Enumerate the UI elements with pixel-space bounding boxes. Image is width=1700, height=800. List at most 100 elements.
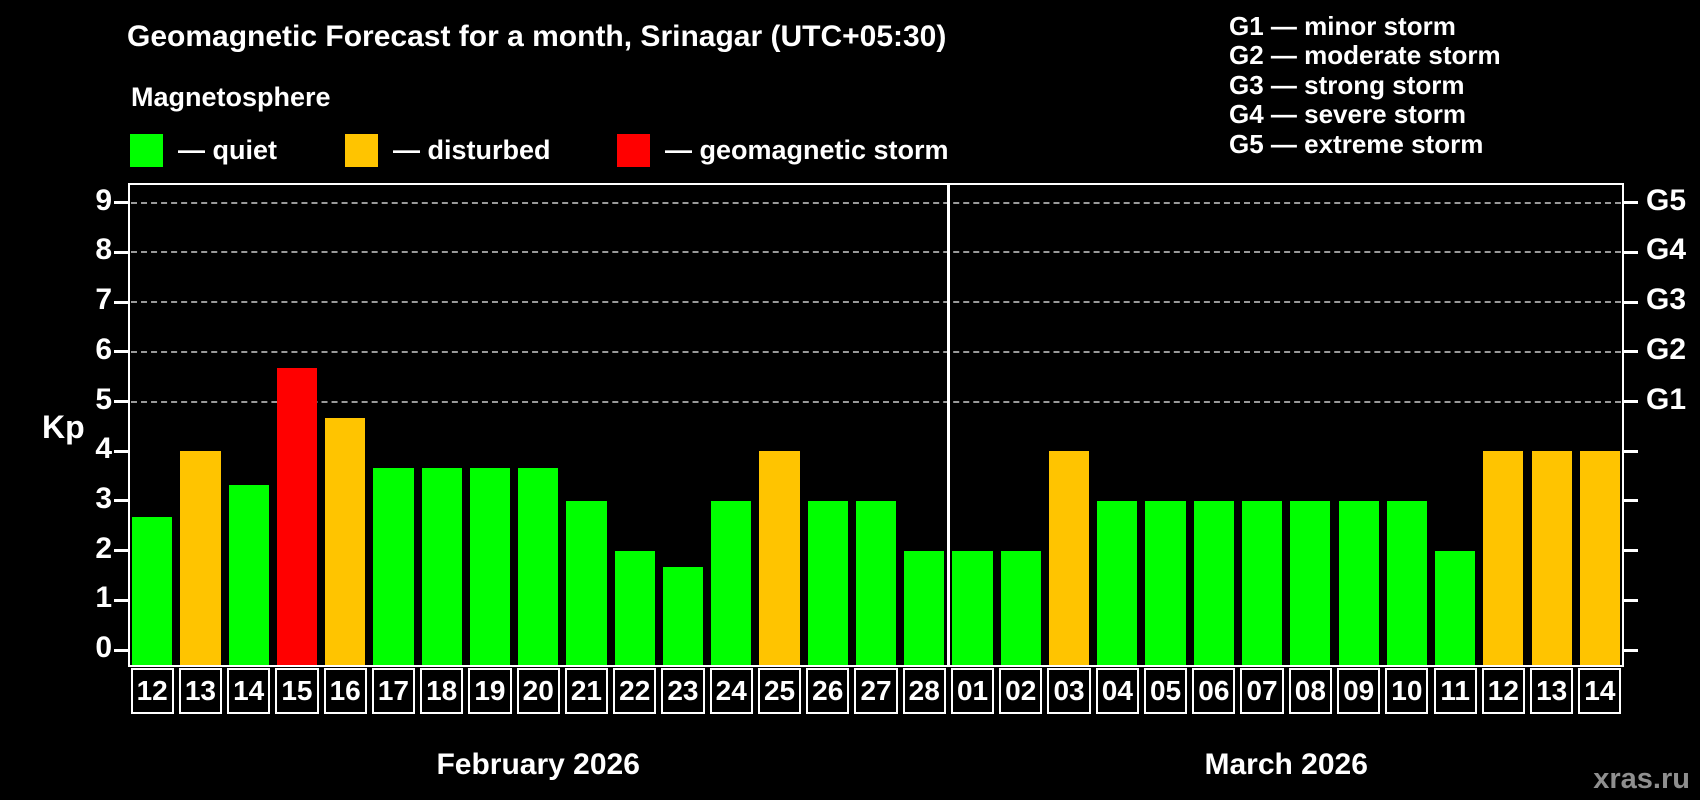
day-label-18: 02 (999, 668, 1043, 714)
storm-scale-line-g3: G3 — strong storm (1229, 69, 1465, 100)
day-label-16: 28 (902, 668, 946, 714)
day-label-19: 03 (1047, 668, 1091, 714)
y-tick-label-0: 0 (95, 631, 112, 664)
plot-area-border (128, 183, 1624, 667)
legend-item-label: — quiet (178, 134, 277, 165)
day-label-12: 24 (709, 668, 753, 714)
right-axis-label-g2: G2 (1646, 332, 1687, 366)
right-axis-tick-3 (1624, 499, 1638, 503)
day-label-28: 12 (1481, 668, 1525, 714)
day-label-14: 26 (806, 668, 850, 714)
y-axis-tick-7 (114, 300, 128, 304)
day-label-20: 04 (1095, 668, 1139, 714)
bar-3-day-15-storm (276, 368, 318, 665)
day-label-3: 15 (275, 668, 319, 714)
day-label-21: 05 (1143, 668, 1188, 714)
legend-item-label: — geomagnetic storm (665, 134, 949, 165)
legend-item-disturbed: — disturbed (345, 133, 551, 167)
day-label-25: 09 (1337, 668, 1381, 714)
bar-12-day-24-quiet (711, 500, 752, 665)
bar-2-day-14-quiet (228, 484, 269, 665)
bar-9-day-21-quiet (566, 500, 607, 665)
bar-24-day-08-quiet (1290, 500, 1331, 665)
day-label-30: 14 (1578, 668, 1622, 714)
gridline-kp-5 (131, 400, 1621, 403)
y-tick-label-1: 1 (95, 581, 112, 615)
bar-28-day-12-disturbed (1483, 451, 1524, 665)
right-axis-tick-8 (1624, 250, 1638, 254)
bar-1-day-13-disturbed (180, 451, 221, 665)
bar-19-day-03-disturbed (1048, 451, 1090, 665)
legend-item-label: — disturbed (393, 134, 551, 165)
bar-18-day-02-quiet (1000, 550, 1041, 665)
bar-13-day-25-disturbed (759, 451, 800, 665)
y-axis-tick-6 (114, 350, 128, 354)
bar-6-day-18-quiet (421, 467, 462, 665)
storm-scale-line-g2: G2 — moderate storm (1229, 40, 1501, 71)
y-tick-label-3: 3 (95, 481, 112, 515)
bar-30-day-14-disturbed (1579, 451, 1620, 665)
bar-0-day-12-quiet (132, 517, 173, 665)
bar-29-day-13-disturbed (1531, 451, 1572, 665)
bar-7-day-19-quiet (469, 467, 511, 665)
right-axis-tick-6 (1624, 350, 1638, 354)
day-label-7: 19 (468, 668, 512, 714)
month-divider-line (947, 183, 950, 667)
day-label-1: 13 (178, 668, 223, 714)
y-tick-label-5: 5 (95, 382, 112, 416)
y-axis-tick-3 (114, 499, 128, 503)
day-label-27: 11 (1433, 668, 1477, 714)
y-tick-label-7: 7 (95, 283, 112, 317)
y-axis-tick-1 (114, 598, 128, 602)
legend-heading: Magnetosphere (131, 82, 331, 112)
bar-14-day-26-quiet (807, 500, 848, 665)
y-axis-tick-5 (114, 400, 128, 403)
y-axis-tick-4 (114, 449, 128, 453)
bar-21-day-05-quiet (1145, 500, 1186, 665)
day-label-13: 25 (757, 668, 802, 714)
day-label-24: 08 (1288, 668, 1332, 714)
bar-27-day-11-quiet (1435, 550, 1476, 665)
storm-scale-line-g1: G1 — minor storm (1229, 11, 1456, 41)
right-axis-tick-7 (1624, 300, 1638, 304)
watermark: xras.ru (1593, 763, 1690, 795)
bar-15-day-27-quiet (855, 500, 897, 665)
day-label-17: 01 (950, 668, 995, 714)
y-tick-label-8: 8 (95, 233, 112, 267)
right-axis-tick-5 (1624, 400, 1638, 403)
day-label-0: 12 (130, 668, 174, 714)
legend-item-quiet: — quiet (130, 133, 277, 167)
y-tick-label-6: 6 (95, 332, 112, 366)
bar-20-day-04-quiet (1097, 500, 1138, 665)
gridline-kp-6 (131, 350, 1621, 353)
month-label-0: February 2026 (436, 748, 640, 781)
y-axis-tick-0 (114, 648, 128, 652)
gridline-kp-7 (131, 301, 1621, 304)
right-axis-label-g5: G5 (1646, 183, 1687, 217)
right-axis-tick-4 (1624, 449, 1638, 453)
bar-8-day-20-quiet (518, 467, 559, 665)
bar-10-day-22-quiet (614, 550, 655, 665)
y-tick-label-9: 9 (95, 183, 112, 217)
y-axis-tick-9 (114, 201, 128, 205)
storm-scale-line-g5: G5 — extreme storm (1229, 128, 1484, 159)
bar-25-day-09-quiet (1338, 500, 1379, 665)
day-label-2: 14 (227, 668, 271, 714)
storm-scale-line-g4: G4 — severe storm (1229, 99, 1467, 130)
storm-scale-legend: G1 — minor storm G2 — moderate storm G3 … (1229, 11, 1501, 159)
y-axis-tick-2 (114, 549, 128, 553)
day-label-23: 07 (1240, 668, 1284, 714)
day-label-4: 16 (323, 668, 367, 714)
day-label-10: 22 (613, 668, 657, 714)
y-axis-tick-8 (114, 250, 128, 254)
day-label-29: 13 (1530, 668, 1574, 714)
bar-23-day-07-quiet (1241, 500, 1283, 665)
y-tick-label-2: 2 (95, 531, 112, 565)
gridline-kp-8 (131, 251, 1621, 254)
bar-26-day-10-quiet (1386, 500, 1427, 665)
right-axis-tick-0 (1624, 648, 1638, 652)
storm-color-swatch (617, 133, 650, 167)
y-axis-title: Kp (42, 409, 85, 445)
